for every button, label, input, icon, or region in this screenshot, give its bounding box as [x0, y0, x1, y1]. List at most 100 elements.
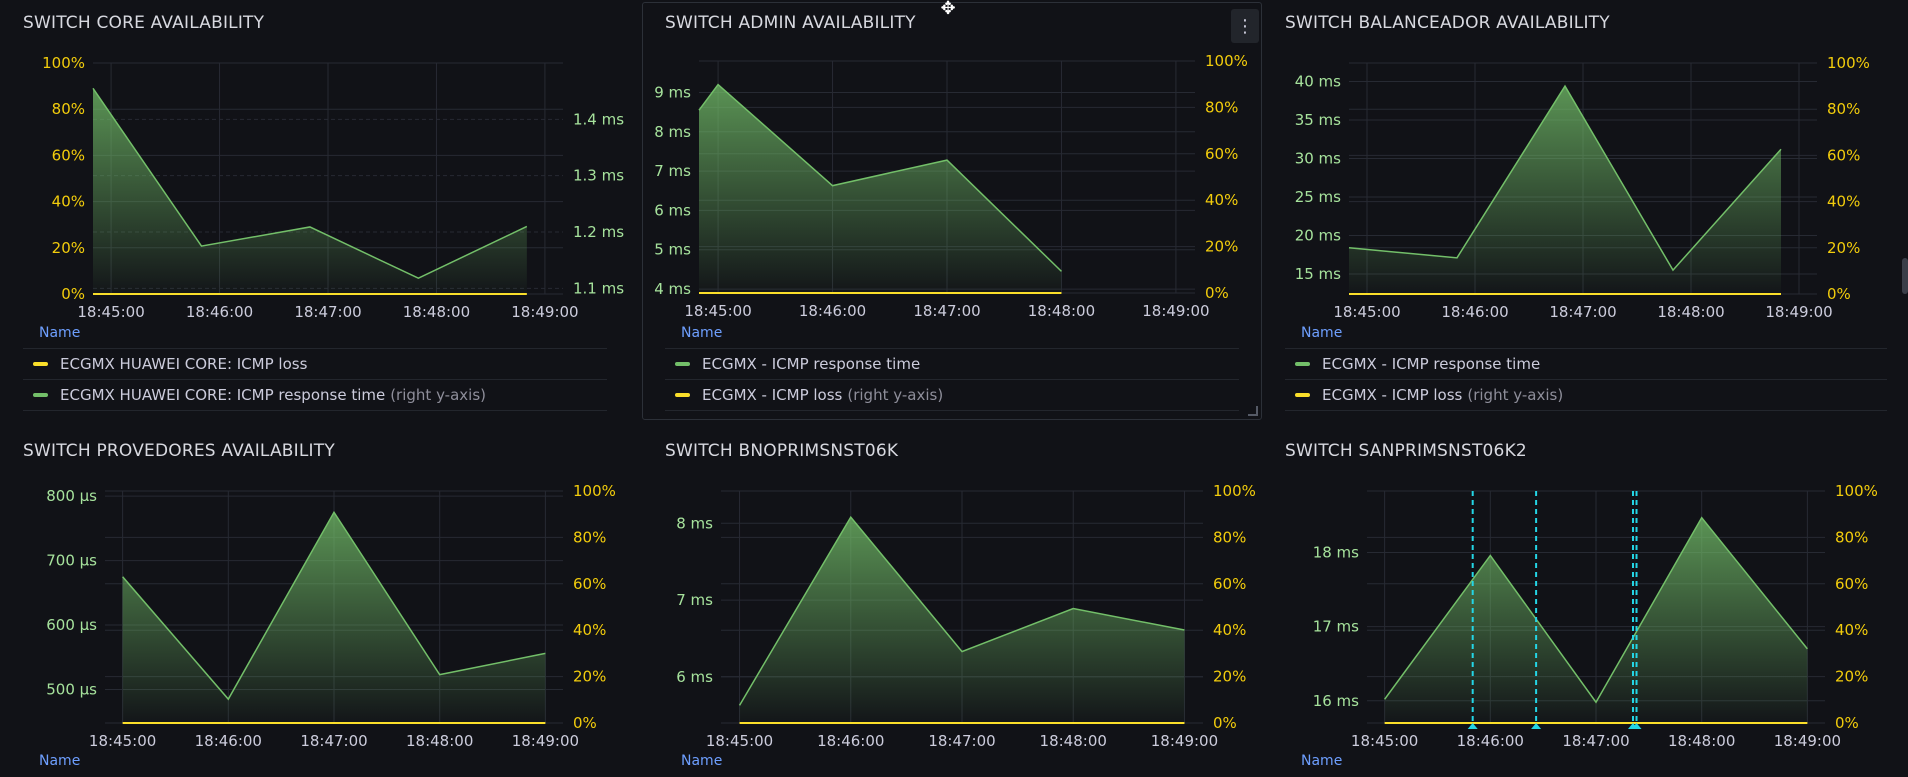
x-tick-label: 18:46:00: [799, 302, 866, 320]
left-tick-label: 7 ms: [676, 591, 713, 609]
left-tick-label: 35 ms: [1295, 111, 1341, 129]
timeseries-chart: 500 µs 600 µs 700 µs 800 µs 0% 20% 40% 60% 80% 10…: [46, 482, 616, 750]
legend-label: ECGMX - ICMP response time: [702, 355, 921, 373]
x-tick-label: 18:46:00: [1441, 303, 1508, 321]
x-tick-label: 18:47:00: [928, 732, 995, 750]
right-tick-label: 40%: [1835, 621, 1868, 639]
x-tick-label: 18:45:00: [1351, 732, 1418, 750]
right-tick-label: 80%: [1827, 100, 1860, 118]
x-tick-label: 18:47:00: [1562, 732, 1629, 750]
legend-label: ECGMX - ICMP response time: [1322, 355, 1541, 373]
legend-item[interactable]: ECGMX - ICMP loss (right y-axis): [665, 379, 1239, 411]
timeseries-chart: 0% 20% 40% 60% 80% 100% 1.1 ms 1.2 ms 1.3 ms 1.4 …: [42, 54, 624, 321]
left-tick-label: 60%: [52, 146, 85, 164]
right-tick-label: 40%: [1205, 191, 1238, 209]
legend-label: ECGMX - ICMP loss: [1322, 386, 1463, 404]
left-tick-label: 80%: [52, 100, 85, 118]
right-tick-label: 60%: [1827, 146, 1860, 164]
legend-item[interactable]: ECGMX HUAWEI CORE: ICMP loss: [23, 348, 607, 379]
left-tick-label: 600 µs: [46, 616, 97, 634]
x-tick-label: 18:48:00: [1657, 303, 1724, 321]
x-tick-label: 18:48:00: [406, 732, 473, 750]
series-area: [93, 88, 527, 294]
timeseries-chart: 4 ms 5 ms 6 ms 7 ms 8 ms 9 ms 0% 20% 40% 60% 80% 10…: [654, 52, 1248, 320]
x-tick-label: 18:46:00: [817, 732, 884, 750]
left-tick-label: 0%: [61, 285, 85, 303]
panel-switch-sanprimsnst06k2[interactable]: SWITCH SANPRIMSNST06K2 16 ms 17 ms 18 ms 0%…: [1262, 428, 1902, 776]
left-tick-label: 100%: [42, 54, 85, 72]
panel-switch-provedores[interactable]: SWITCH PROVEDORES AVAILABILITY 500 µs 600…: [0, 428, 630, 776]
series-line-response-time: [1384, 516, 1808, 704]
right-tick-label: 0%: [1205, 284, 1229, 302]
right-tick-label: 0%: [1835, 714, 1859, 732]
panel-menu-button[interactable]: ⋮: [1231, 9, 1259, 43]
legend-header[interactable]: Name: [1301, 753, 1343, 769]
right-tick-label: 20%: [573, 668, 606, 686]
right-tick-label: 100%: [1205, 52, 1248, 70]
left-tick-label: 40 ms: [1295, 72, 1341, 90]
scrollbar-handle[interactable]: [1902, 258, 1908, 294]
legend-label: ECGMX HUAWEI CORE: ICMP response time: [60, 386, 386, 404]
timeseries-chart: 15 ms 20 ms 25 ms 30 ms 35 ms 40 ms 0% 20% 40% 60…: [1295, 54, 1870, 321]
right-tick-label: 100%: [1827, 54, 1870, 72]
left-tick-label: 25 ms: [1295, 188, 1341, 206]
legend-label: ECGMX - ICMP loss: [702, 386, 843, 404]
right-tick-label: 80%: [1205, 98, 1238, 116]
legend-header[interactable]: Name: [39, 753, 81, 769]
legend-header[interactable]: Name: [681, 325, 723, 341]
x-tick-label: 18:48:00: [403, 303, 470, 321]
legend-item[interactable]: ECGMX - ICMP response time: [1285, 348, 1887, 379]
right-tick-label: 20%: [1827, 239, 1860, 257]
panel-switch-bnoprimsnst06k[interactable]: SWITCH BNOPRIMSNST06K 6 ms 7 ms 8 ms 0% 20% 4…: [642, 428, 1262, 776]
legend-swatch: [1295, 362, 1310, 366]
left-tick-label: 6 ms: [676, 668, 713, 686]
x-tick-label: 18:48:00: [1040, 732, 1107, 750]
more-vertical-icon: ⋮: [1236, 15, 1254, 37]
left-tick-label: 30 ms: [1295, 149, 1341, 167]
timeseries-chart: 16 ms 17 ms 18 ms 0% 20% 40% 60% 80% 100% 18:45:0…: [1313, 482, 1878, 750]
x-tick-label: 18:49:00: [1774, 732, 1841, 750]
x-tick-label: 18:45:00: [77, 303, 144, 321]
right-tick-label: 1.3 ms: [573, 167, 624, 185]
panel-switch-core[interactable]: SWITCH CORE AVAILABILITY 0% 20% 40% 60% 80% 1…: [0, 0, 630, 420]
left-tick-label: 9 ms: [654, 83, 691, 101]
resize-handle[interactable]: [1248, 406, 1258, 416]
annotation-marker: [1531, 723, 1542, 729]
right-tick-label: 60%: [1835, 575, 1868, 593]
left-tick-label: 8 ms: [676, 514, 713, 532]
right-tick-label: 40%: [573, 621, 606, 639]
x-tick-label: 18:47:00: [294, 303, 361, 321]
legend-header[interactable]: Name: [39, 325, 81, 341]
right-tick-label: 80%: [1835, 528, 1868, 546]
right-tick-label: 100%: [573, 482, 616, 500]
right-axis-note: (right y-axis): [847, 386, 944, 404]
left-tick-label: 6 ms: [654, 201, 691, 219]
right-tick-label: 1.4 ms: [573, 110, 624, 128]
x-tick-label: 18:47:00: [913, 302, 980, 320]
left-tick-label: 8 ms: [654, 123, 691, 141]
x-tick-label: 18:45:00: [706, 732, 773, 750]
legend-item[interactable]: ECGMX HUAWEI CORE: ICMP response time (ri…: [23, 379, 607, 411]
annotation-marker: [1631, 723, 1642, 729]
series-area: [739, 517, 1185, 723]
left-tick-label: 15 ms: [1295, 265, 1341, 283]
panel-switch-balanceador[interactable]: SWITCH BALANCEADOR AVAILABILITY 15 ms 20 …: [1262, 0, 1902, 420]
series-line-response-time: [698, 83, 1062, 272]
right-tick-label: 1.1 ms: [573, 279, 624, 297]
left-tick-label: 4 ms: [654, 280, 691, 298]
right-tick-label: 20%: [1213, 668, 1246, 686]
legend-item[interactable]: ECGMX - ICMP loss (right y-axis): [1285, 379, 1887, 411]
right-tick-label: 60%: [1205, 145, 1238, 163]
x-tick-label: 18:48:00: [1028, 302, 1095, 320]
x-tick-label: 18:46:00: [186, 303, 253, 321]
series-line-response-time: [122, 510, 546, 701]
legend-header[interactable]: Name: [1301, 325, 1343, 341]
panel-switch-admin[interactable]: SWITCH ADMIN AVAILABILITY ⋮ 4 ms 5 ms 6 ms…: [642, 2, 1262, 420]
left-tick-label: 500 µs: [46, 680, 97, 698]
x-tick-label: 18:49:00: [511, 303, 578, 321]
right-tick-label: 40%: [1213, 621, 1246, 639]
legend-item[interactable]: ECGMX - ICMP response time: [665, 348, 1239, 379]
right-tick-label: 80%: [573, 528, 606, 546]
left-tick-label: 5 ms: [654, 241, 691, 259]
legend-header[interactable]: Name: [681, 753, 723, 769]
